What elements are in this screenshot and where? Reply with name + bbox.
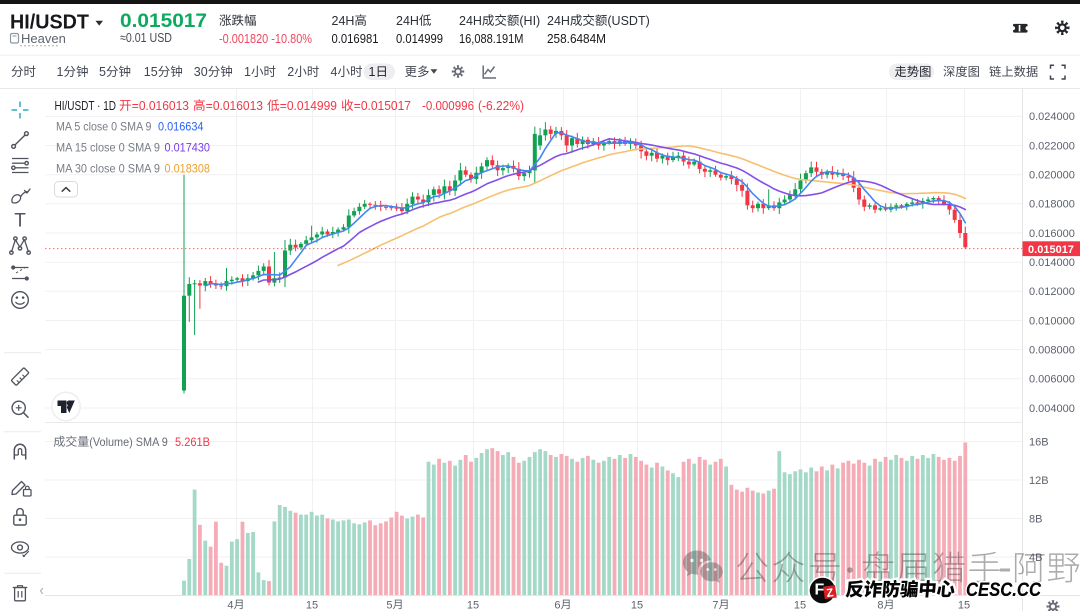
svg-text:24H: 24H [396, 14, 419, 28]
svg-text:(-6.22%): (-6.22%) [478, 99, 524, 113]
svg-text:5: 5 [386, 599, 392, 611]
svg-text:F: F [815, 582, 825, 599]
svg-text:MA 15 close 0 SMA 9: MA 15 close 0 SMA 9 [56, 141, 160, 155]
svg-text:-0.000996: -0.000996 [422, 99, 474, 113]
svg-text:15: 15 [306, 599, 318, 611]
svg-text:=0.014999: =0.014999 [280, 99, 337, 113]
svg-text:0.016634: 0.016634 [158, 119, 204, 133]
svg-text:0.018308: 0.018308 [165, 162, 211, 176]
svg-text:(USDT): (USDT) [607, 14, 649, 28]
svg-text:2: 2 [287, 65, 294, 79]
svg-text:(Volume) SMA 9: (Volume) SMA 9 [89, 435, 168, 449]
svg-text:6: 6 [554, 599, 560, 611]
svg-text:1: 1 [57, 65, 64, 79]
svg-text:HI/USDT: HI/USDT [10, 12, 89, 34]
svg-text:1: 1 [244, 65, 251, 79]
svg-text:30: 30 [194, 65, 208, 79]
svg-text:4: 4 [227, 599, 233, 611]
svg-text:0.016000: 0.016000 [1029, 228, 1075, 240]
svg-text:15: 15 [144, 65, 158, 79]
svg-text:T: T [14, 211, 26, 232]
svg-text:24H: 24H [332, 14, 355, 28]
svg-text:15: 15 [794, 599, 806, 611]
svg-text:15: 15 [958, 599, 970, 611]
svg-text:0.020000: 0.020000 [1029, 170, 1075, 182]
svg-text:0.012000: 0.012000 [1029, 286, 1075, 298]
svg-text:0.010000: 0.010000 [1029, 315, 1075, 327]
svg-text:=0.016013: =0.016013 [206, 99, 263, 113]
svg-text:Z: Z [826, 587, 835, 600]
svg-text:Heaven: Heaven [21, 31, 66, 46]
svg-text:8B: 8B [1029, 513, 1042, 525]
svg-text:-0.001820 -10.80%: -0.001820 -10.80% [219, 32, 312, 46]
svg-text:1: 1 [369, 65, 376, 79]
svg-text:15: 15 [467, 599, 479, 611]
svg-text:5.261B: 5.261B [175, 435, 210, 449]
svg-text:16B: 16B [1029, 436, 1049, 448]
svg-text:(HI): (HI) [519, 14, 540, 28]
svg-text:12B: 12B [1029, 475, 1049, 487]
svg-text:HI/USDT · 1D: HI/USDT · 1D [55, 98, 117, 113]
svg-text:0.024000: 0.024000 [1029, 111, 1075, 123]
svg-text:0.014000: 0.014000 [1029, 257, 1075, 269]
svg-text:≈0.01 USD: ≈0.01 USD [120, 30, 172, 45]
svg-text:0.008000: 0.008000 [1029, 344, 1075, 356]
svg-text:0.022000: 0.022000 [1029, 140, 1075, 152]
svg-text:7: 7 [712, 599, 718, 611]
svg-text:16,088.191M: 16,088.191M [459, 32, 524, 46]
svg-text:8: 8 [877, 599, 883, 611]
svg-text:15: 15 [631, 599, 643, 611]
svg-text:CESC.CC: CESC.CC [966, 580, 1041, 601]
svg-text:=0.015017: =0.015017 [354, 99, 411, 113]
svg-text:258.6484M: 258.6484M [547, 32, 606, 46]
svg-text:MA 5 close 0 SMA 9: MA 5 close 0 SMA 9 [56, 119, 152, 133]
svg-text:0.017430: 0.017430 [165, 141, 211, 155]
svg-text:0.014999: 0.014999 [396, 32, 443, 46]
svg-text:5: 5 [99, 65, 106, 79]
svg-text:MA 30 close 0 SMA 9: MA 30 close 0 SMA 9 [56, 162, 160, 176]
svg-text:0.006000: 0.006000 [1029, 374, 1075, 386]
svg-text:0.016981: 0.016981 [332, 32, 379, 46]
svg-text:0.015017: 0.015017 [1028, 244, 1074, 256]
svg-text:4: 4 [331, 65, 338, 79]
svg-text:24H: 24H [547, 14, 570, 28]
svg-text:CESC.CC: CESC.CC [966, 580, 1041, 601]
svg-text:24H: 24H [459, 14, 482, 28]
svg-text:0.015017: 0.015017 [120, 11, 207, 32]
svg-text:0.004000: 0.004000 [1029, 403, 1075, 415]
svg-text:=0.016013: =0.016013 [132, 99, 189, 113]
svg-text:0.018000: 0.018000 [1029, 199, 1075, 211]
